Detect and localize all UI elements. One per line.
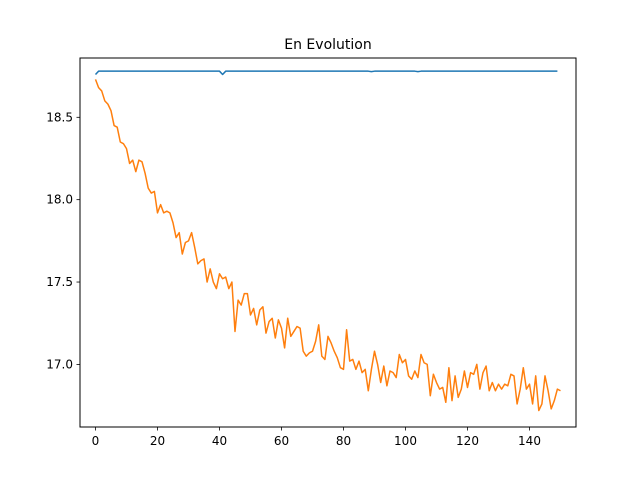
- axes-frame: [79, 57, 577, 428]
- y-tick-label: 18.0: [46, 193, 73, 207]
- x-tick-label: 40: [212, 434, 227, 448]
- x-tick-label: 80: [336, 434, 351, 448]
- series-line-2: [94, 79, 561, 412]
- x-tick-label: 120: [456, 434, 479, 448]
- x-tick-label: 20: [150, 434, 165, 448]
- x-tick-label: 140: [518, 434, 541, 448]
- y-tick-label: 17.0: [46, 357, 73, 371]
- plot-area: [94, 70, 561, 412]
- x-tick-label: 0: [92, 434, 100, 448]
- y-tick-label: 18.5: [46, 110, 73, 124]
- x-tick-label: 60: [274, 434, 289, 448]
- y-tick-label: 17.5: [46, 275, 73, 289]
- series-line-1: [94, 70, 558, 76]
- x-tick-label: 100: [394, 434, 417, 448]
- y-axis: 17.0 17.5 18.0 18.5: [46, 110, 80, 371]
- x-axis: 0 20 40 60 80 100 120 140: [92, 427, 541, 448]
- chart-title: En Evolution: [284, 37, 371, 53]
